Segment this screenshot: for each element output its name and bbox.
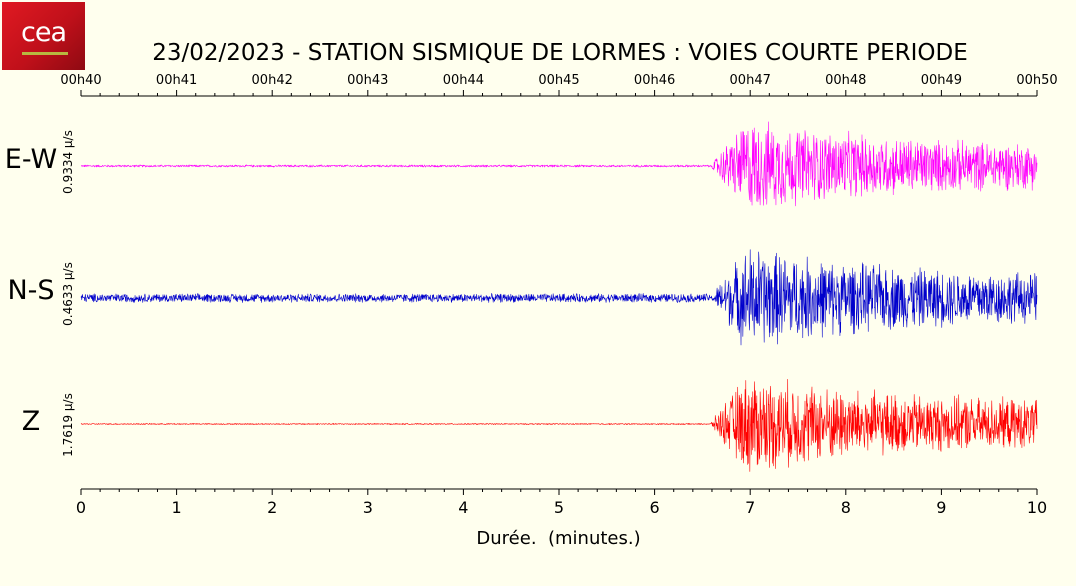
channel-label-ns: N-S <box>7 275 55 306</box>
channel-label-z: Z <box>21 406 41 437</box>
scale-label-ns: 0.4633 µ/s <box>61 262 75 326</box>
bottom-tick-label: 6 <box>650 498 660 517</box>
seismic-traces <box>80 121 1038 472</box>
top-tick-label: 00h40 <box>60 73 101 88</box>
scale-label-ew: 0.9334 µ/s <box>61 130 75 194</box>
logo-underline <box>22 52 68 55</box>
top-tick-label: 00h49 <box>921 73 962 88</box>
cea-logo: cea <box>2 2 85 70</box>
bottom-tick-label: 9 <box>936 498 946 517</box>
top-tick-label: 00h50 <box>1016 73 1057 88</box>
top-tick-label: 00h48 <box>825 73 866 88</box>
bottom-tick-label: 4 <box>458 498 468 517</box>
top-tick-label: 00h46 <box>634 73 675 88</box>
bottom-tick-label: 3 <box>363 498 373 517</box>
bottom-tick-label: 7 <box>745 498 755 517</box>
trace-z <box>80 378 1038 472</box>
bottom-tick-label: 10 <box>1027 498 1047 517</box>
top-tick-label: 00h45 <box>538 73 579 88</box>
bottom-tick-label: 0 <box>76 498 86 517</box>
chart-title: 23/02/2023 - STATION SISMIQUE DE LORMES … <box>152 40 968 66</box>
x-axis-label: Durée. (minutes.) <box>476 528 641 549</box>
top-tick-label: 00h43 <box>347 73 388 88</box>
channel-label-ew: E-W <box>4 144 58 175</box>
top-tick-label: 00h47 <box>730 73 771 88</box>
top-time-axis: 00h40 00h41 00h42 00h43 00h44 00h45 00h46 00h47… <box>60 73 1058 97</box>
bottom-tick-label: 5 <box>554 498 564 517</box>
top-tick-label: 00h42 <box>252 73 293 88</box>
trace-ew <box>80 121 1038 207</box>
trace-ns <box>80 249 1038 346</box>
top-tick-label: 00h41 <box>156 73 197 88</box>
bottom-duration-axis: 0 1 2 3 4 5 6 7 8 9 10 <box>76 488 1047 517</box>
bottom-tick-label: 1 <box>172 498 182 517</box>
bottom-tick-label: 8 <box>841 498 851 517</box>
top-tick-label: 00h44 <box>443 73 484 88</box>
scale-label-z: 1.7619 µ/s <box>61 393 75 457</box>
logo-wordmark: cea <box>20 17 67 48</box>
bottom-tick-label: 2 <box>267 498 277 517</box>
